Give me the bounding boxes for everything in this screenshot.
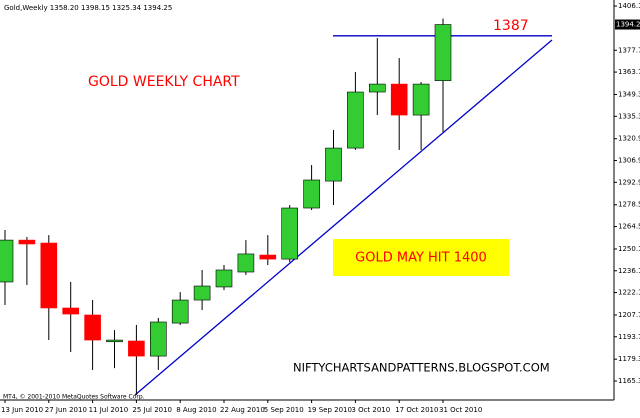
candle-body: [62, 307, 80, 315]
candle-body: [215, 269, 233, 288]
annotation: GOLD WEEKLY CHART: [88, 74, 240, 90]
annotation: GOLD MAY HIT 1400: [355, 251, 487, 266]
candle-body: [347, 91, 364, 149]
x-tick-label: 25 Jul 2010: [132, 406, 172, 414]
y-tick-label: 1320.9: [618, 135, 640, 143]
y-tick-label: 1349.3: [618, 91, 640, 99]
candle-body: [412, 83, 430, 116]
candle-body: [325, 147, 342, 182]
candle-body: [106, 339, 123, 343]
candle-body: [281, 207, 299, 260]
x-tick-label: 5 Sep 2010: [264, 406, 304, 414]
y-tick-label: 1179.3: [618, 355, 640, 363]
y-tick-label: 1222.1: [618, 289, 640, 297]
y-tick-label: 1292.9: [618, 178, 640, 186]
chart-header: Gold,Weekly 1358.20 1398.15 1325.34 1394…: [4, 4, 172, 12]
candle-body: [368, 83, 386, 93]
y-tick-label: 1165.3: [618, 377, 640, 385]
y-tick-label: 1306.9: [618, 157, 640, 165]
x-tick-label: 11 Jul 2010: [89, 406, 129, 414]
candle-body: [0, 239, 14, 283]
candle-body: [259, 254, 277, 260]
y-tick-label: 1193.7: [618, 333, 640, 341]
note-box: [333, 239, 509, 276]
candle-body: [18, 239, 36, 245]
candle-body: [84, 314, 101, 341]
candle-body: [193, 285, 211, 301]
y-tick-label: 1363.7: [618, 68, 640, 76]
candle-body: [40, 242, 58, 309]
candle-body: [171, 299, 189, 324]
copyright: MT4, © 2001-2010 MetaQuotes Software Cor…: [3, 394, 145, 401]
trend-line: [134, 39, 553, 396]
y-tick-label: 1377.7: [618, 46, 640, 54]
y-tick-label: 1335.3: [618, 112, 640, 120]
price-marker: [615, 19, 640, 30]
annotation: NIFTYCHARTSANDPATTERNS.BLOGSPOT.COM: [293, 361, 550, 375]
resistance-label: 1387: [493, 18, 529, 34]
x-tick-label: 31 Oct 2010: [439, 406, 482, 414]
candle-body: [237, 253, 255, 273]
x-tick-label: 3 Oct 2010: [351, 406, 390, 414]
price-marker-label: 1394.25: [616, 21, 640, 29]
x-tick-label: 17 Oct 2010: [395, 406, 438, 414]
y-tick-label: 1207.7: [618, 311, 640, 319]
x-tick-label: 27 Jun 2010: [45, 406, 87, 414]
y-tick-label: 1236.1: [618, 267, 640, 275]
y-tick-label: 1250.1: [618, 245, 640, 253]
candle-body: [303, 179, 320, 209]
x-tick-label: 8 Aug 2010: [176, 406, 216, 414]
y-tick-label: 1278.5: [618, 201, 640, 209]
x-tick-label: 22 Aug 2010: [220, 406, 265, 414]
x-tick-label: 13 Jun 2010: [1, 406, 43, 414]
candle-body: [390, 83, 408, 116]
y-tick-label: 1264.5: [618, 223, 640, 231]
y-tick-label: 1406.1: [618, 2, 640, 10]
candle-body: [150, 321, 167, 357]
candle-body: [434, 24, 452, 81]
candle-body: [128, 340, 145, 357]
x-tick-label: 19 Sep 2010: [308, 406, 352, 414]
